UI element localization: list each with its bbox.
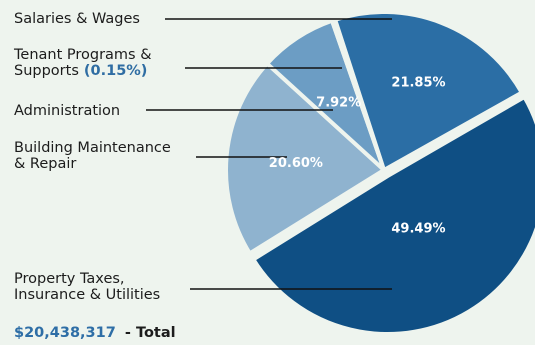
total-label: - Total — [125, 325, 176, 341]
category-label: Building Maintenance & Repair — [14, 140, 171, 172]
slice-percent-label: 20.60% — [269, 156, 323, 171]
category-label: Administration — [14, 103, 120, 119]
total-value: $20,438,317 — [14, 325, 116, 341]
pie-slice-1 — [251, 95, 535, 336]
category-label: Property Taxes, Insurance & Utilities — [14, 271, 160, 303]
slice-percent-labels: 49.49% 20.60% 7.92% 21.85% — [269, 76, 446, 237]
slice-percent-label: 7.92% — [316, 95, 361, 110]
slice-percent-label: 21.85% — [391, 76, 445, 91]
category-label: Salaries & Wages — [14, 11, 140, 27]
leader-lines — [146, 18, 392, 290]
pie-slices — [224, 10, 535, 336]
total-text: $20,438,317 - Total — [14, 322, 176, 341]
category-labels: Property Taxes, Insurance & Utilities Buil… — [13, 11, 171, 303]
slice-percent-label: 49.49% — [391, 222, 445, 237]
pie-slice-5 — [333, 10, 524, 172]
pie-slice-2 — [224, 61, 386, 256]
inline-percent-value: (0.15%) — [84, 63, 148, 79]
category-label: Tenant Programs & Supports (0.15%) — [13, 47, 152, 79]
